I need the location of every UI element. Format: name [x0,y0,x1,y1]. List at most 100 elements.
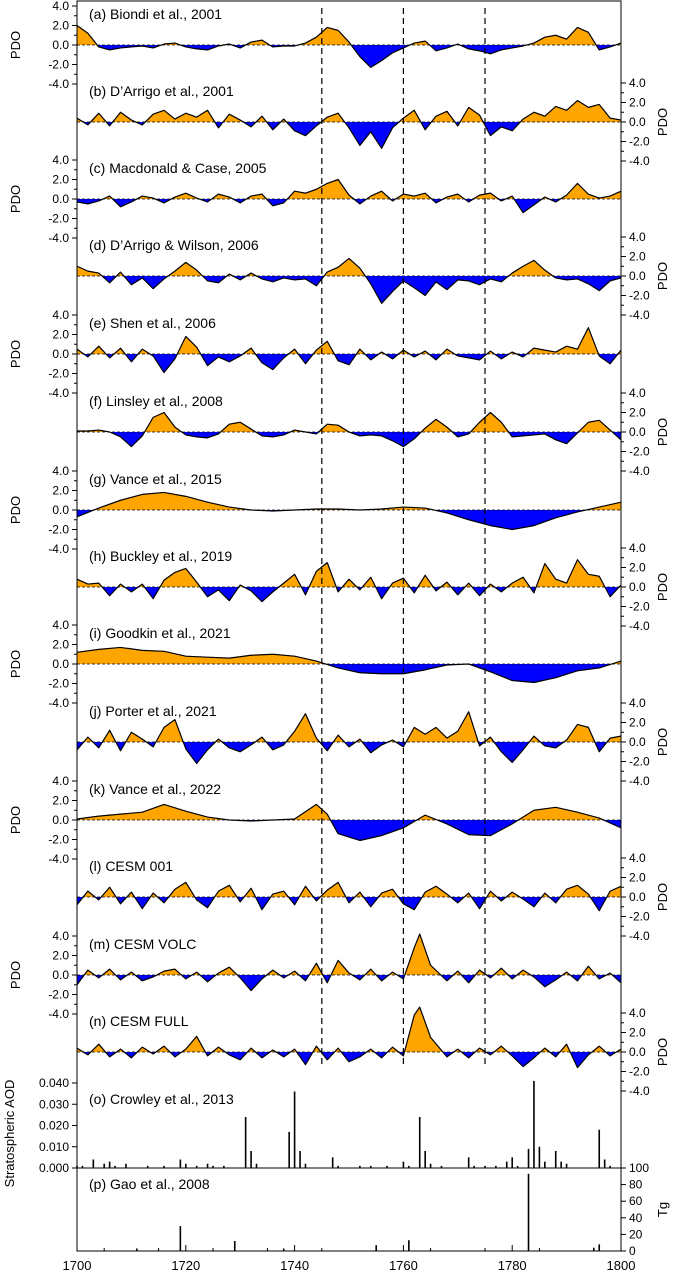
panel-title: (g) Vance et al., 2015 [89,471,222,487]
panel-title: (e) Shen et al., 2006 [89,315,216,331]
y-tick-label: 0.0 [629,1045,646,1059]
positive-area [77,100,621,122]
y-tick-label: -4.0 [629,619,650,633]
y-tick-label: 0.040 [39,1076,69,1090]
series-line [76,99,622,149]
panel-j: 4.0 2.0 0.0 -2.0 -4.0 PDO (j) Porter et al., 2… [76,696,670,788]
y-tick-label: -2.0 [48,523,69,537]
y-tick-label: 4.0 [52,464,69,478]
y-tick-label: -2.0 [48,677,69,691]
positive-area [77,711,621,742]
negative-area [77,510,621,530]
y-tick-label: -2.0 [48,833,69,847]
y-tick-label: 0.0 [52,347,69,361]
y-tick-label: -2.0 [48,988,69,1002]
y-tick-label: 0.0 [629,269,646,283]
y-tick-label: 0.000 [39,1161,69,1175]
y-axis-label: PDO [8,806,23,834]
y-axis-label: PDO [655,1038,670,1066]
series-line [76,25,622,69]
x-tick-label: 1800 [607,1258,636,1273]
series-line [76,327,622,374]
y-axis-label: Stratospheric AOD [2,1080,17,1188]
y-tick-label: 2.0 [629,406,646,420]
y-tick-label: -4.0 [48,852,69,866]
panel-g: 4.0 2.0 0.0 -2.0 -4.0 PDO (g) Vance et al., 20… [8,464,622,556]
y-tick-label: 2.0 [629,561,646,575]
y-tick-label: 0.020 [39,1119,69,1133]
y-tick-label: -2.0 [629,1065,650,1079]
negative-area [77,587,621,602]
y-tick-label: 0.0 [52,38,69,52]
x-tick-label: 1760 [389,1258,418,1273]
y-tick-label: -4.0 [48,1007,69,1021]
panel-c: 4.0 2.0 0.0 -2.0 -4.0 PDO (c) Macdonald & Case… [8,153,622,245]
y-tick-label: 2.0 [52,638,69,652]
y-tick-label: -2.0 [48,58,69,72]
panel-n: 4.0 2.0 0.0 -2.0 -4.0 PDO (n) CESM FULL [76,1006,670,1098]
y-tick-label: -4.0 [629,929,650,943]
panel-title: (l) CESM 001 [89,858,173,874]
y-axis-label: PDO [8,185,23,213]
y-tick-label: 4.0 [629,230,646,244]
y-axis-label: PDO [8,496,23,524]
y-tick-label: 4.0 [52,153,69,167]
y-tick-label: -4.0 [629,464,650,478]
x-axis: 1700 1720 1740 1760 1780 1800 [63,0,636,1273]
y-axis-label: PDO [8,31,23,59]
panel-title: (b) D’Arrigo et al., 2001 [89,83,234,99]
panel-title: (k) Vance et al., 2022 [89,781,221,797]
y-tick-label: 0.0 [52,813,69,827]
negative-area [77,1052,621,1068]
y-tick-label: -2.0 [629,600,650,614]
y-axis-label: PDO [655,262,670,290]
y-axis-label: PDO [655,883,670,911]
panel-l: 4.0 2.0 0.0 -2.0 -4.0 PDO (l) CESM 001 [76,851,670,943]
panel-b: 4.0 2.0 0.0 -2.0 -4.0 PDO (b) D’Arrigo et al.,… [76,76,670,168]
y-tick-label: -4.0 [629,774,650,788]
y-tick-label: 40 [629,1211,643,1225]
panel-p: 100 80 60 40 20 0 Tg (p) Gao et al., 2008 [89,1161,670,1258]
y-tick-label: -4.0 [629,154,650,168]
y-tick-label: -4.0 [48,77,69,91]
positive-area [77,1007,621,1052]
panel-title: (o) Crowley et al., 2013 [89,1091,234,1107]
positive-area [77,412,621,432]
positive-area [77,179,621,199]
panel-title: (n) CESM FULL [89,1013,189,1029]
y-tick-label: 4.0 [629,851,646,865]
y-tick-label: -2.0 [48,367,69,381]
y-tick-label: 2.0 [629,250,646,264]
y-tick-label: 0.0 [629,580,646,594]
y-tick-label: -2.0 [629,445,650,459]
vertical-reference-lines [321,8,486,1064]
y-tick-label: 2.0 [629,871,646,885]
y-tick-label: 4.0 [629,696,646,710]
y-axis-label: PDO [655,108,670,136]
y-tick-label: 0.010 [39,1140,69,1154]
negative-area [77,897,621,911]
negative-area [77,199,621,213]
series-line [76,646,622,684]
y-tick-label: 0.0 [629,115,646,129]
y-axis-label: PDO [655,418,670,446]
y-tick-label: 0.0 [52,192,69,206]
positive-area [77,804,621,820]
series-line [77,411,622,448]
y-tick-label: 0.0 [629,425,646,439]
y-tick-label: 4.0 [52,618,69,632]
y-tick-label: 2.0 [629,1026,646,1040]
y-tick-label: 100 [629,1161,649,1175]
y-tick-label: -4.0 [48,696,69,710]
positive-area [77,492,621,510]
panel-title: (p) Gao et al., 2008 [89,1176,210,1192]
y-tick-label: 0.0 [52,968,69,982]
y-tick-label: 4.0 [52,929,69,943]
y-tick-label: 4.0 [629,1006,646,1020]
y-axis-label: PDO [8,961,23,989]
negative-area [77,122,621,149]
panel-title: (m) CESM VOLC [89,936,196,952]
y-tick-label: 4.0 [629,76,646,90]
panel-d: 4.0 2.0 0.0 -2.0 -4.0 PDO (d) D’Arrigo & Wilso… [76,230,670,322]
